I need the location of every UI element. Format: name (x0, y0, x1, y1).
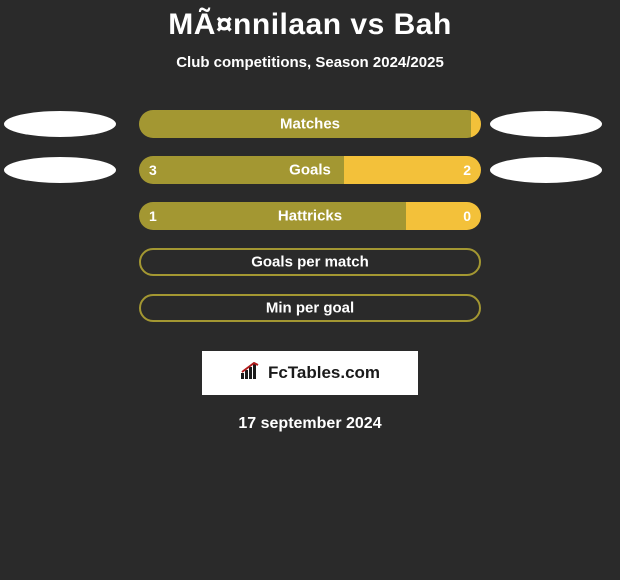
stat-bar: Goals per match (139, 248, 481, 276)
container: MÃ¤nnilaan vs Bah Club competitions, Sea… (0, 0, 620, 433)
bar-value-right: 0 (453, 208, 481, 224)
logo-content: FcTables.com (240, 362, 380, 385)
logo-box[interactable]: FcTables.com (202, 351, 418, 395)
stat-bar: 1 0 Hattricks (139, 202, 481, 230)
date-label: 17 september 2024 (0, 415, 620, 433)
player-ellipse-left (4, 157, 116, 183)
comparison-zone: Matches 3 2 Goals 1 0 Hattricks Goals per match… (0, 101, 620, 331)
stat-row: 3 2 Goals (0, 147, 620, 193)
stat-row: 1 0 Hattricks (0, 193, 620, 239)
player-ellipse-right (490, 157, 602, 183)
bar-label: Goals per match (251, 254, 369, 271)
stat-row: Goals per match (0, 239, 620, 285)
bar-label: Goals (289, 162, 331, 179)
subtitle: Club competitions, Season 2024/2025 (0, 54, 620, 71)
bar-value-left: 3 (139, 162, 167, 178)
bar-label: Matches (280, 116, 340, 133)
player-ellipse-left (4, 111, 116, 137)
stat-row: Matches (0, 101, 620, 147)
bar-segment-left: 1 (139, 202, 406, 230)
player-ellipse-right (490, 111, 602, 137)
bar-segment-right (471, 110, 481, 138)
bar-label: Min per goal (266, 300, 354, 317)
stat-row: Min per goal (0, 285, 620, 331)
stat-bar: Matches (139, 110, 481, 138)
bar-value-left: 1 (139, 208, 167, 224)
chart-icon (240, 362, 262, 385)
stat-bar: Min per goal (139, 294, 481, 322)
bar-label: Hattricks (278, 208, 342, 225)
bar-segment-right: 0 (406, 202, 481, 230)
logo-text: FcTables.com (268, 363, 380, 383)
bar-value-right: 2 (453, 162, 481, 178)
stat-bar: 3 2 Goals (139, 156, 481, 184)
page-title: MÃ¤nnilaan vs Bah (0, 8, 620, 42)
bar-segment-right: 2 (344, 156, 481, 184)
